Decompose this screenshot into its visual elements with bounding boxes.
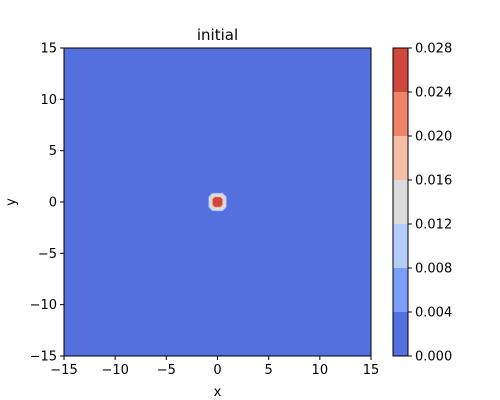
colorbar-frame: [392, 47, 409, 357]
y-tick-label: 0: [49, 196, 57, 211]
colorbar-tick-label: 0.004: [415, 306, 452, 321]
x-tick-label: −5: [157, 363, 176, 378]
x-tick-label: 15: [363, 363, 380, 378]
chart-title: initial: [197, 26, 238, 44]
x-axis: −15 −10 −5 0 5 10 15: [50, 356, 379, 378]
colorbar: 0.000 0.004 0.008 0.012 0.016 0.020 0.024 0.028: [392, 42, 452, 365]
y-tick-label: −15: [30, 350, 57, 365]
x-tick-label: 5: [265, 363, 273, 378]
colorbar-segment: [393, 48, 408, 92]
colorbar-tick-label: 0.024: [415, 86, 452, 101]
plot-area: [63, 47, 372, 357]
x-tick-label: 0: [213, 363, 221, 378]
colorbar-tick-label: 0.008: [415, 262, 452, 277]
colorbar-segment: [393, 180, 408, 224]
colorbar-tick-label: 0.028: [415, 42, 452, 57]
x-tick-label: −10: [101, 363, 128, 378]
contour-peak: [208, 192, 227, 212]
colorbar-segment: [393, 136, 408, 180]
colorbar-tick-label: 0.012: [415, 218, 452, 233]
contour-ring: [212, 197, 223, 207]
y-tick-label: −10: [30, 298, 57, 313]
y-tick-label: −5: [38, 247, 57, 262]
y-axis: −15 −10 −5 0 5 10 15: [30, 42, 64, 365]
y-axis-label: y: [4, 198, 19, 206]
colorbar-segment: [393, 312, 408, 356]
y-tick-label: 5: [49, 144, 57, 159]
y-tick-label: 15: [40, 42, 57, 57]
x-tick-label: 10: [312, 363, 329, 378]
colorbar-segment: [393, 268, 408, 312]
y-tick-label: 10: [40, 93, 57, 108]
x-tick-label: −15: [50, 363, 77, 378]
colorbar-tick-label: 0.000: [415, 350, 452, 365]
colorbar-segment: [393, 224, 408, 268]
x-axis-label: x: [214, 385, 222, 400]
colorbar-tick-label: 0.016: [415, 174, 452, 189]
colorbar-segment: [393, 92, 408, 136]
colorbar-tick-label: 0.020: [415, 130, 452, 145]
